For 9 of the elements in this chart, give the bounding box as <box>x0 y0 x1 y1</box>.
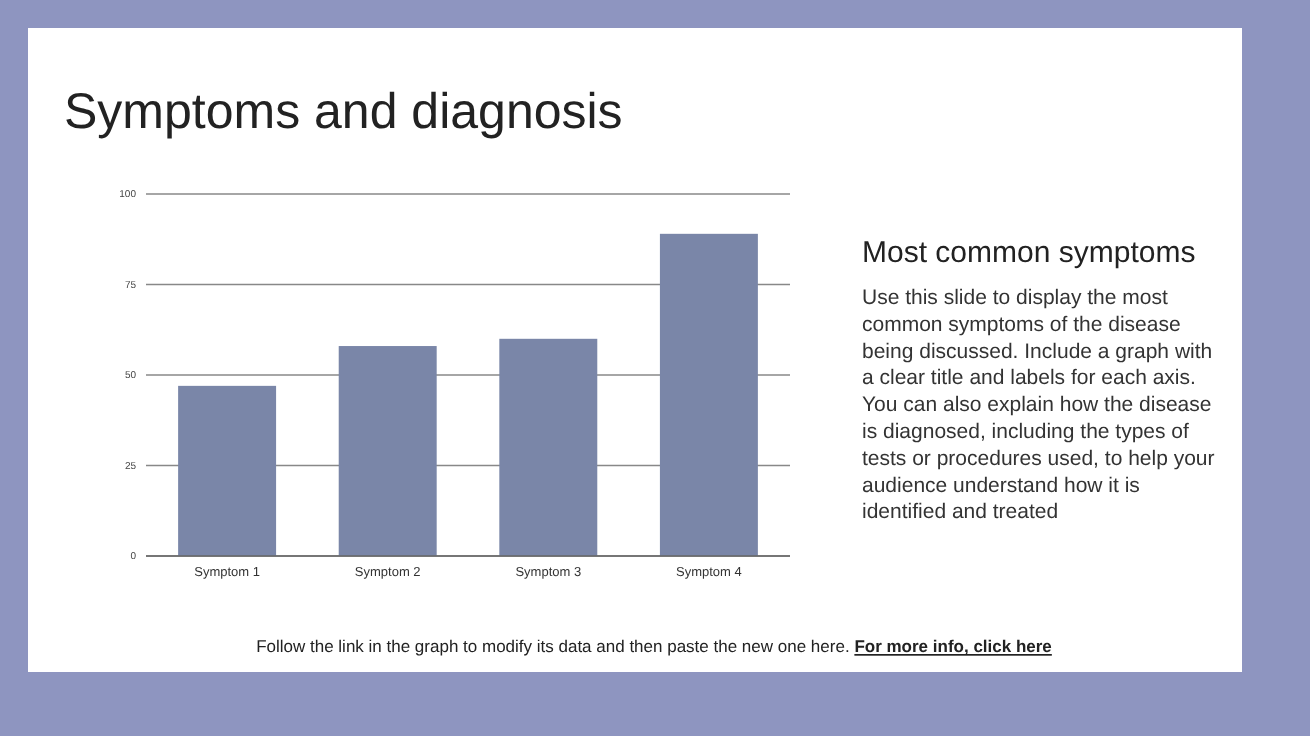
bar <box>178 385 277 556</box>
bar <box>659 233 758 556</box>
bar <box>499 338 598 556</box>
text: Most common symptoms <box>862 236 1196 270</box>
text: For more info, click here <box>854 636 1053 656</box>
chart-title: Symptoms and diagnosis <box>64 84 623 140</box>
bar <box>338 346 437 556</box>
text: Use this slide to display the most common symptoms of the disease being discussed. Include a graph with a clear title and labels for each axis. You can also explain how the disease is diagnosed, including the types of tests or procedures used, to help your audience understand how it is identified and treated <box>862 286 1215 525</box>
text: Follow the link in the graph to modify its data and then paste the new one here. <box>256 636 850 656</box>
